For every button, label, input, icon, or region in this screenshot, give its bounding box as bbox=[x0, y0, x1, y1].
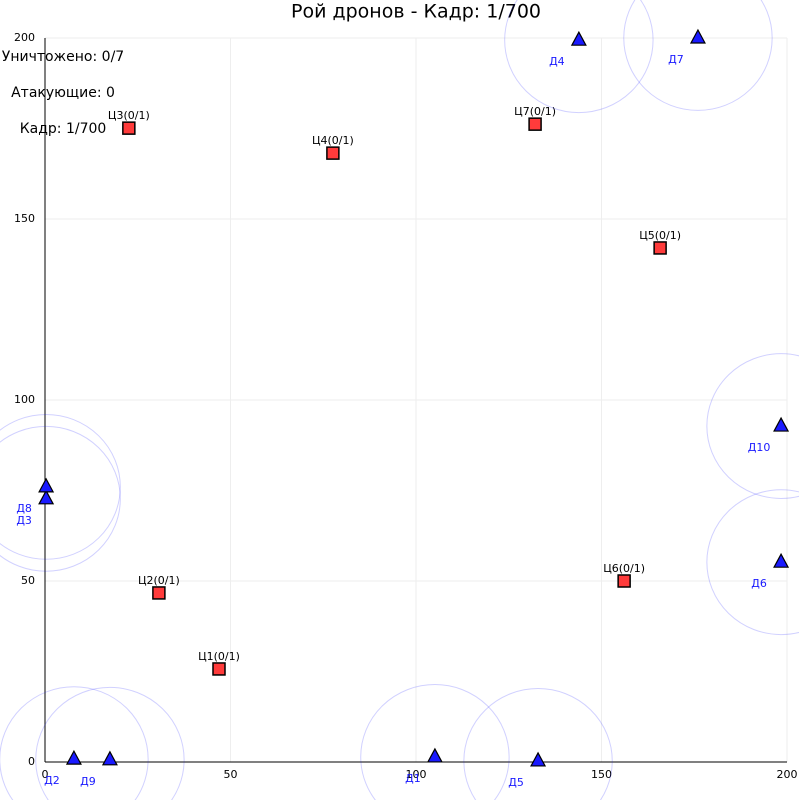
sensor-range bbox=[0, 425, 121, 572]
drone-marker bbox=[65, 749, 82, 765]
target-label: Ц5(0/1) bbox=[639, 229, 681, 242]
drone-label: Д9 bbox=[80, 775, 96, 788]
sensor-range bbox=[0, 414, 121, 560]
drone-label: Д5 bbox=[508, 776, 524, 789]
target-label: Ц4(0/1) bbox=[312, 134, 354, 147]
annotation: Уничтожено: 0/7 bbox=[2, 49, 124, 65]
target-marker bbox=[528, 117, 542, 131]
sensor-range bbox=[0, 686, 149, 800]
sensor-range bbox=[463, 688, 613, 800]
sensor-range bbox=[706, 353, 799, 499]
y-tick-label: 150 bbox=[14, 212, 35, 225]
drone-marker bbox=[101, 750, 118, 766]
sensor-range bbox=[623, 0, 773, 111]
sensor-range bbox=[504, 0, 654, 114]
target-marker bbox=[122, 121, 136, 135]
drone-marker bbox=[530, 751, 547, 767]
target-label: Ц3(0/1) bbox=[108, 109, 150, 122]
sensor-range bbox=[360, 684, 510, 800]
drone-label: Д10 bbox=[748, 441, 771, 454]
target-label: Ц7(0/1) bbox=[514, 105, 556, 118]
drone-label: Д2 bbox=[44, 774, 60, 787]
annotation: Атакующие: 0 bbox=[11, 85, 115, 101]
target-marker bbox=[212, 662, 226, 676]
drone-label: Д7 bbox=[668, 53, 684, 66]
target-marker bbox=[653, 241, 667, 255]
y-tick-label: 200 bbox=[14, 31, 35, 44]
drone-label: Д3 bbox=[16, 514, 32, 527]
x-tick-label: 100 bbox=[406, 768, 427, 781]
target-label: Ц6(0/1) bbox=[603, 562, 645, 575]
x-tick-label: 0 bbox=[42, 768, 49, 781]
target-label: Ц1(0/1) bbox=[198, 650, 240, 663]
drone-marker bbox=[426, 747, 443, 763]
x-tick-label: 150 bbox=[591, 768, 612, 781]
x-tick-label: 50 bbox=[224, 768, 238, 781]
sensor-range bbox=[35, 686, 185, 800]
y-tick-label: 50 bbox=[21, 574, 35, 587]
drone-label: Д4 bbox=[549, 55, 565, 68]
sensor-range bbox=[706, 489, 799, 636]
drone-marker bbox=[38, 489, 55, 505]
drone-marker bbox=[38, 477, 55, 493]
drone-marker bbox=[689, 28, 706, 44]
drone-marker bbox=[773, 552, 790, 568]
drone-label: Д8 bbox=[16, 502, 32, 515]
target-marker bbox=[326, 146, 340, 160]
drone-label: Д1 bbox=[405, 772, 421, 785]
target-marker bbox=[617, 574, 631, 588]
drone-marker bbox=[773, 416, 790, 432]
x-tick-label: 200 bbox=[777, 768, 798, 781]
target-label: Ц2(0/1) bbox=[138, 574, 180, 587]
drone-marker bbox=[570, 30, 587, 46]
annotation: Кадр: 1/700 bbox=[20, 121, 107, 137]
chart-title: Рой дронов - Кадр: 1/700 bbox=[291, 1, 541, 23]
drone-label: Д6 bbox=[751, 577, 767, 590]
y-tick-label: 100 bbox=[14, 393, 35, 406]
target-marker bbox=[152, 586, 166, 600]
y-tick-label: 0 bbox=[28, 755, 35, 768]
